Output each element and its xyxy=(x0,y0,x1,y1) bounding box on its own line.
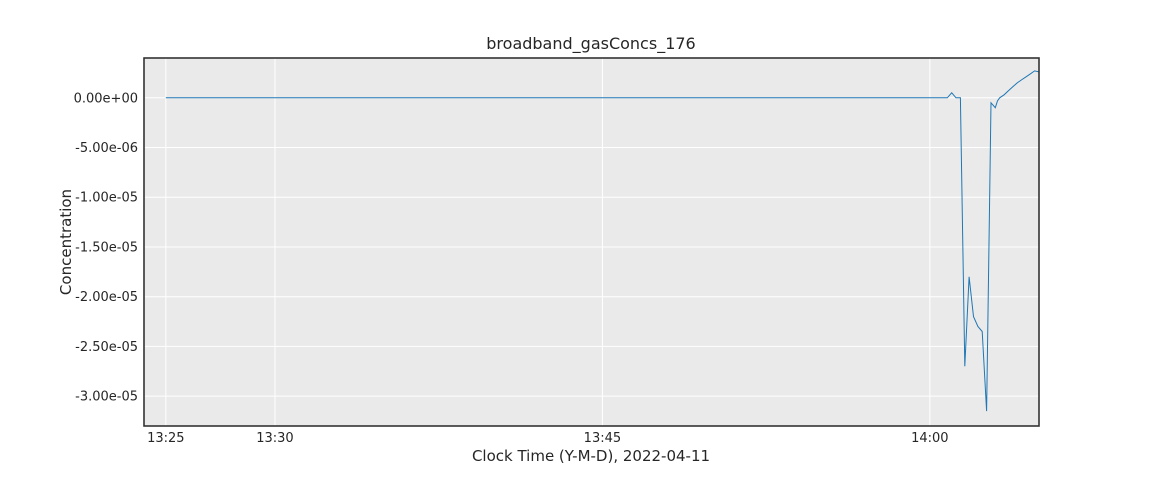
plot-background xyxy=(144,58,1039,426)
x-axis-label: Clock Time (Y-M-D), 2022-04-11 xyxy=(472,447,710,465)
x-tick-labels: 13:25 13:30 13:45 14:00 xyxy=(147,431,948,446)
x-tick-label: 13:30 xyxy=(256,431,293,446)
x-tick-label: 14:00 xyxy=(911,431,948,446)
y-tick-label: 0.00e+00 xyxy=(74,91,138,106)
chart-title: broadband_gasConcs_176 xyxy=(486,34,695,54)
y-tick-label: -3.00e-05 xyxy=(75,390,138,405)
y-tick-label: -2.00e-05 xyxy=(75,290,138,305)
y-tick-label: -5.00e-06 xyxy=(75,141,138,156)
plot-frame xyxy=(143,57,1040,427)
y-axis-label: Concentration xyxy=(57,189,75,295)
y-tick-labels: 0.00e+00 -5.00e-06 -1.00e-05 -1.50e-05 -2.00… xyxy=(74,91,138,404)
x-tick-label: 13:25 xyxy=(147,431,184,446)
y-tick-label: -2.50e-05 xyxy=(75,340,138,355)
y-tick-label: -1.00e-05 xyxy=(75,191,138,206)
y-tick-label: -1.50e-05 xyxy=(75,240,138,255)
series-line xyxy=(165,70,1040,412)
x-tick-label: 13:45 xyxy=(584,431,621,446)
x-gridlines xyxy=(165,58,931,426)
